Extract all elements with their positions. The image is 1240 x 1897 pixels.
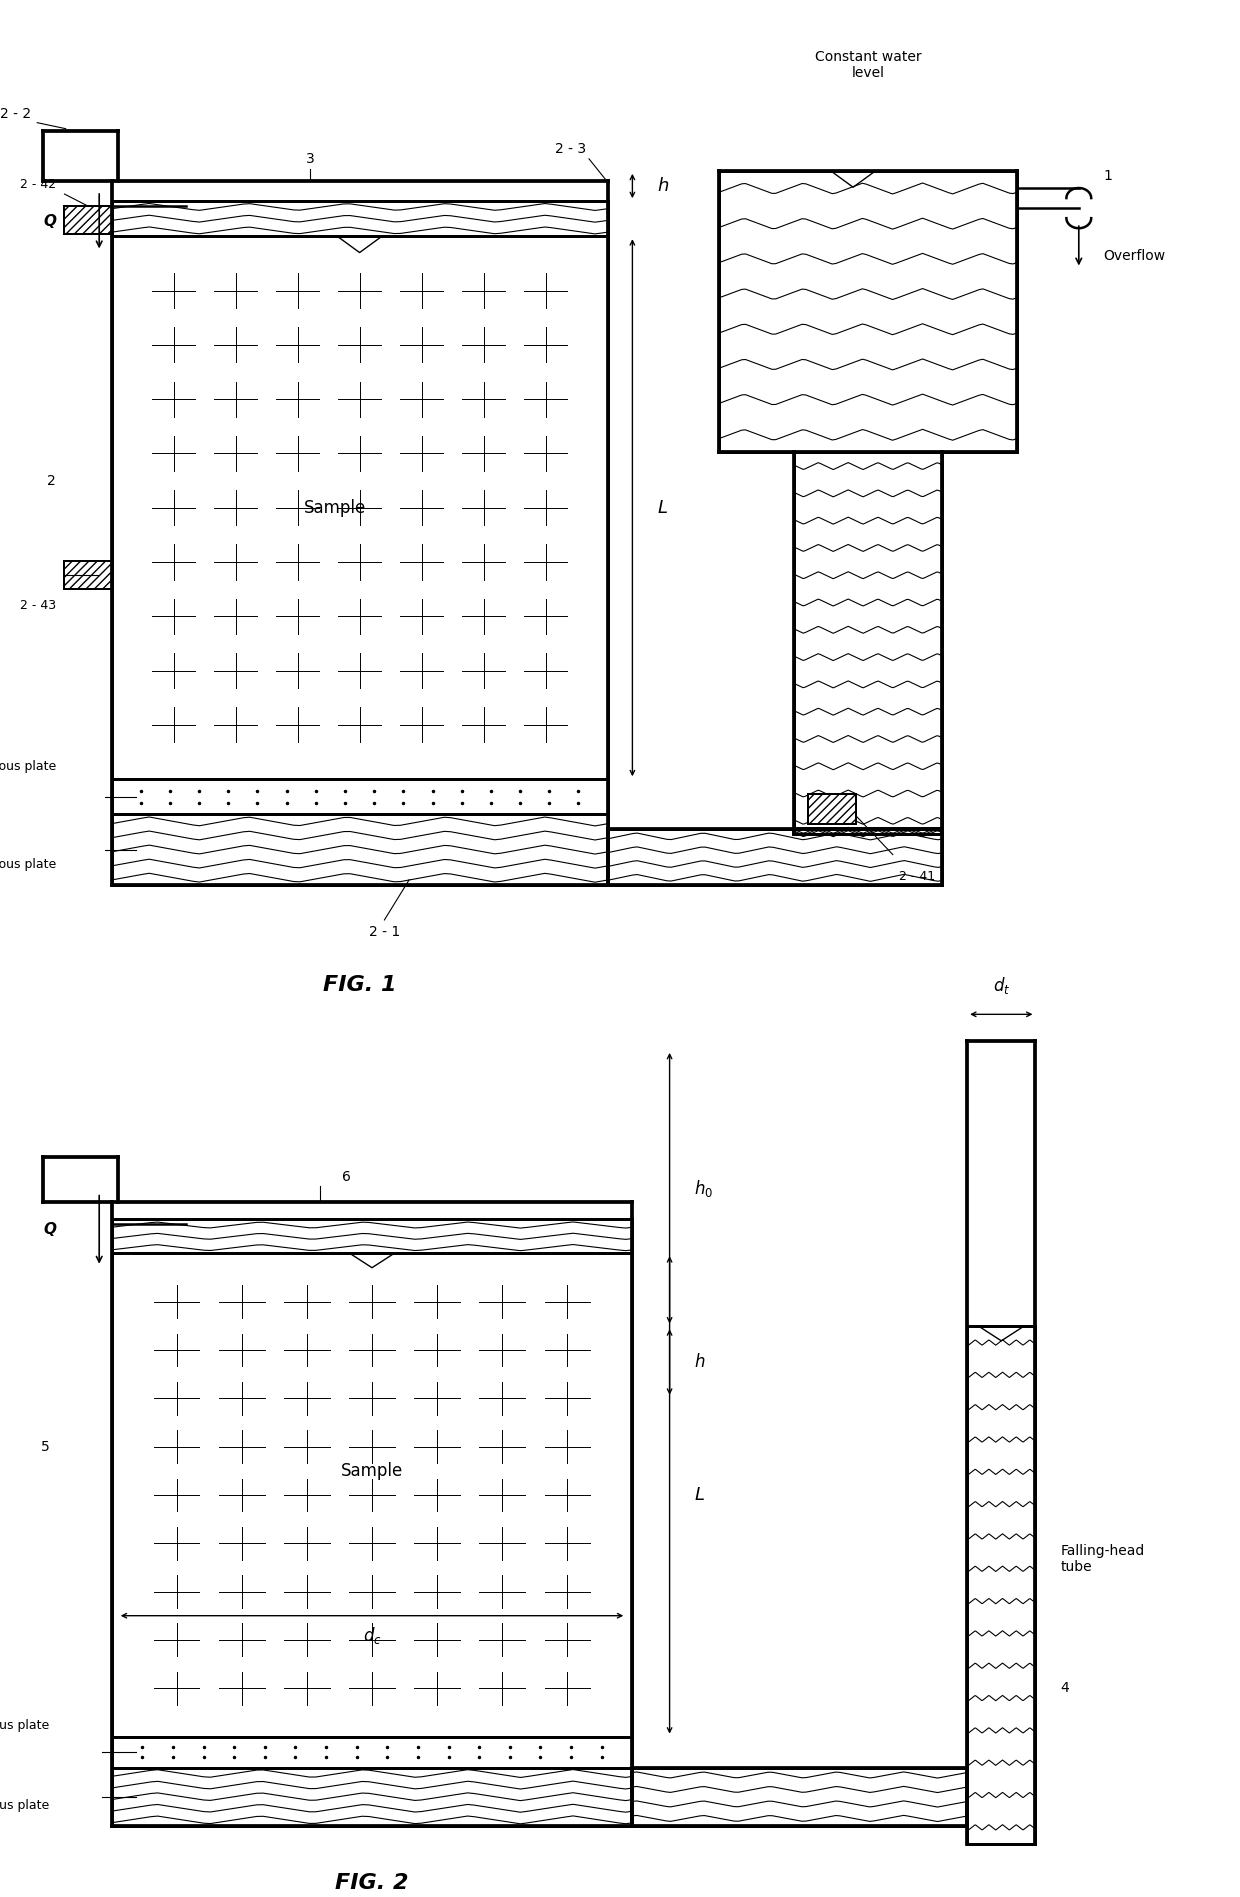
Text: 4: 4 xyxy=(1060,1681,1069,1696)
Text: Porous plate: Porous plate xyxy=(0,1798,50,1812)
Text: L: L xyxy=(694,1485,704,1504)
Text: Q: Q xyxy=(43,1222,56,1237)
Bar xyxy=(64,207,112,233)
Text: 2 - 3: 2 - 3 xyxy=(554,142,587,156)
Bar xyxy=(112,201,608,237)
Bar xyxy=(632,1768,967,1825)
Text: 2 - 41: 2 - 41 xyxy=(899,869,935,882)
Text: 6: 6 xyxy=(341,1170,351,1184)
Bar xyxy=(794,829,942,835)
Bar xyxy=(112,1736,632,1768)
Text: Constant water
level: Constant water level xyxy=(815,49,921,80)
Bar xyxy=(112,237,608,780)
Text: L: L xyxy=(657,499,667,516)
Text: Sample: Sample xyxy=(304,499,366,516)
Text: 2 - 42: 2 - 42 xyxy=(20,178,56,192)
Bar xyxy=(112,780,608,814)
Bar xyxy=(112,1768,632,1825)
Text: Overflow: Overflow xyxy=(1104,249,1166,264)
Text: FIG. 2: FIG. 2 xyxy=(335,1872,409,1893)
Text: 2 - 1: 2 - 1 xyxy=(368,926,401,939)
Bar xyxy=(808,795,856,825)
Text: 1: 1 xyxy=(1104,169,1112,182)
Text: 2: 2 xyxy=(47,474,56,488)
Bar xyxy=(608,829,942,884)
Bar xyxy=(112,1254,632,1736)
Text: $d_t$: $d_t$ xyxy=(992,975,1011,996)
Text: 2 - 2: 2 - 2 xyxy=(0,106,31,121)
Text: h: h xyxy=(694,1353,704,1372)
Text: Porous plate: Porous plate xyxy=(0,857,56,871)
Text: 2 - 43: 2 - 43 xyxy=(20,599,56,611)
Bar xyxy=(112,1220,632,1254)
Bar xyxy=(64,562,112,590)
Text: Falling-head
tube: Falling-head tube xyxy=(1060,1544,1145,1575)
Bar xyxy=(112,814,608,884)
Text: Porous plate: Porous plate xyxy=(0,1719,50,1732)
Text: $d_c$: $d_c$ xyxy=(362,1624,382,1645)
Text: 5: 5 xyxy=(41,1440,50,1453)
Bar xyxy=(967,1326,1035,1844)
Text: h: h xyxy=(657,176,668,195)
Text: FIG. 1: FIG. 1 xyxy=(322,975,397,996)
Text: Sample: Sample xyxy=(341,1463,403,1480)
Text: 3: 3 xyxy=(305,152,315,165)
Bar xyxy=(719,171,1017,453)
Text: Porous plate: Porous plate xyxy=(0,761,56,774)
Text: Q: Q xyxy=(43,214,56,230)
Bar xyxy=(794,453,942,835)
Text: $h_0$: $h_0$ xyxy=(694,1178,713,1199)
